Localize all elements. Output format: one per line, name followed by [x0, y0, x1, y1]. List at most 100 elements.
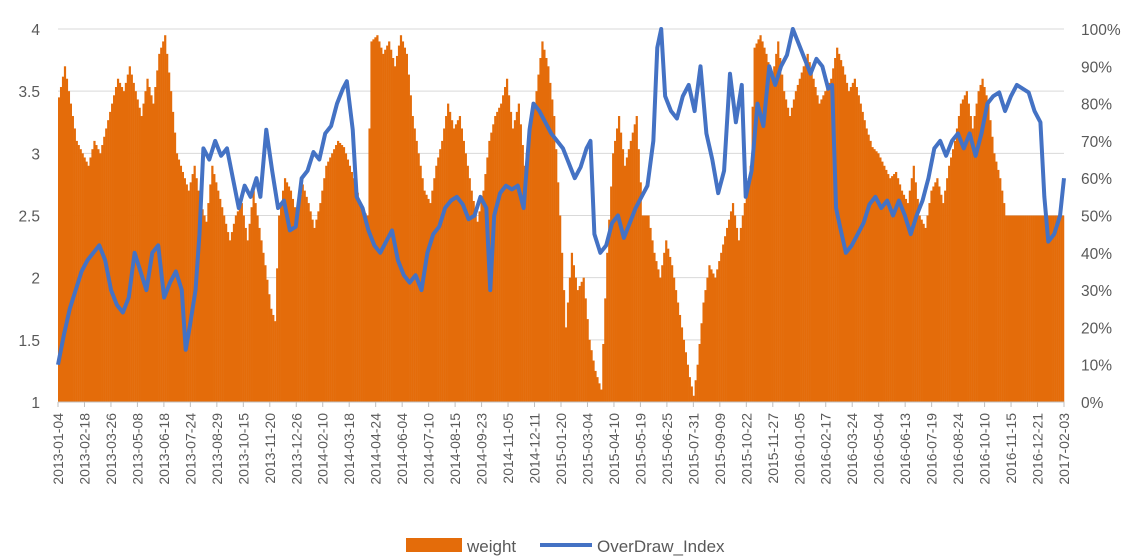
weight-bar — [454, 124, 458, 402]
weight-bar — [254, 203, 257, 402]
weight-bar — [509, 111, 513, 402]
x-axis-tick-label: 2014-02-10 — [315, 413, 331, 485]
weight-bar — [898, 184, 902, 402]
weight-bar — [814, 87, 817, 403]
weight-bar — [606, 252, 609, 402]
weight-bar — [1003, 203, 1006, 402]
weight-bar — [146, 78, 149, 402]
weight-bar — [763, 47, 766, 403]
weight-bar — [641, 215, 644, 402]
weight-bar — [818, 103, 821, 402]
weight-bar — [142, 103, 145, 402]
weight-bar — [714, 277, 717, 402]
weight-bar — [682, 339, 686, 402]
weight-bar — [948, 165, 951, 402]
weight-bar — [836, 47, 839, 403]
weight-bar — [128, 66, 131, 403]
weight-bar — [427, 198, 430, 402]
legend[interactable]: weight OverDraw_Index — [406, 537, 725, 556]
weight-bar — [759, 35, 762, 402]
weight-bar — [264, 265, 267, 402]
right-axis-tick: 20% — [1081, 320, 1112, 337]
weight-bar — [268, 294, 271, 402]
right-axis-tick: 30% — [1081, 283, 1112, 300]
x-axis-tick-label: 2014-11-05 — [500, 413, 516, 484]
weight-bar — [708, 265, 711, 402]
weight-bar — [313, 227, 316, 402]
weight-bar — [160, 47, 163, 403]
weight-bar — [307, 203, 310, 402]
weight-bar — [796, 84, 799, 402]
weight-bar — [525, 153, 528, 402]
weight-bar — [926, 215, 929, 402]
weight-bar — [248, 223, 251, 402]
weight-bar — [895, 171, 898, 402]
weight-bar — [126, 74, 129, 402]
weight-bar — [747, 178, 750, 402]
weight-bar — [360, 209, 363, 402]
weight-bar — [517, 103, 520, 402]
weight-bar — [531, 116, 534, 402]
weight-bar — [71, 116, 74, 402]
weight-bar — [1022, 215, 1025, 402]
weight-bar — [513, 120, 517, 403]
weight-bar — [130, 74, 133, 402]
weight-bar — [429, 203, 432, 402]
x-axis-tick-label: 2016-02-17 — [818, 413, 834, 485]
weight-bar — [830, 78, 833, 402]
weight-bar — [388, 41, 391, 403]
weight-bar — [164, 35, 167, 402]
weight-bar — [843, 74, 847, 402]
weight-bar — [631, 132, 634, 403]
x-axis-tick-label: 2016-08-24 — [950, 413, 966, 485]
right-axis-tick: 10% — [1081, 358, 1112, 375]
weight-bar — [940, 194, 943, 402]
weight-bar — [674, 290, 678, 402]
weight-bar — [946, 178, 949, 402]
weight-bar — [557, 182, 560, 402]
weight-bar — [647, 215, 650, 402]
weight-bar — [891, 176, 894, 402]
legend-overdraw-label: OverDraw_Index — [597, 537, 725, 556]
weight-bar — [439, 149, 442, 402]
weight-bar — [788, 116, 792, 402]
weight-bar — [975, 103, 978, 402]
weight-bar — [281, 190, 285, 402]
weight-bar — [737, 240, 741, 402]
weight-bar — [867, 134, 870, 402]
weight-bar — [643, 215, 646, 402]
weight-bar — [441, 140, 444, 402]
weight-bar — [570, 252, 574, 402]
weight-bar — [806, 53, 809, 403]
left-axis-tick: 3 — [31, 146, 40, 163]
weight-bar — [816, 95, 819, 402]
weight-bar — [519, 124, 522, 402]
overdraw-line — [56, 27, 1066, 366]
weight-bar — [716, 269, 719, 402]
weight-bar — [140, 116, 143, 402]
weight-bar — [596, 377, 599, 402]
weight-bar — [63, 66, 67, 403]
right-axis-tick: 0% — [1081, 395, 1104, 412]
weight-bar — [97, 149, 100, 402]
weight-bar — [997, 169, 1000, 402]
weight-bar — [724, 236, 727, 402]
weight-bar — [865, 128, 868, 402]
weight-bar — [792, 99, 796, 403]
x-axis-tick-label: 2014-04-24 — [368, 413, 384, 485]
weight-bar — [600, 389, 603, 402]
weight-bar — [702, 302, 705, 402]
weight-bar — [1001, 190, 1004, 402]
weight-bar — [765, 53, 768, 403]
x-axis-tick-label: 2015-03-04 — [580, 413, 596, 485]
weight-bar — [507, 95, 511, 402]
weight-bar — [504, 87, 507, 403]
weight-bar — [287, 186, 291, 402]
weight-bar — [942, 203, 945, 402]
weight-bar — [749, 165, 752, 402]
weight-bar — [183, 178, 186, 402]
weight-bar — [957, 116, 961, 402]
weight-bar — [433, 178, 436, 402]
weight-bar — [364, 213, 367, 402]
weight-bar — [297, 205, 300, 402]
